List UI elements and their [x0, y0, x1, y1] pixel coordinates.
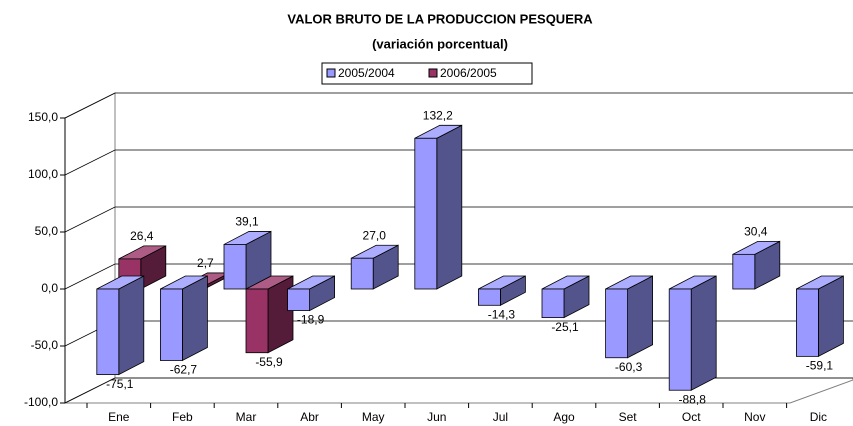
data-label: 2,7 [197, 256, 214, 270]
y-tick-label: -100,0 [24, 395, 58, 409]
x-tick-label: Oct [682, 410, 701, 424]
x-tick-label: Jun [427, 410, 446, 424]
data-label: -62,7 [170, 363, 198, 377]
bar [668, 288, 692, 391]
y-tick-label: -50,0 [31, 338, 59, 352]
data-label: -14,3 [488, 307, 516, 321]
y-tick-label: 0,0 [41, 281, 58, 295]
data-label: 30,4 [744, 225, 768, 239]
data-label: -60,3 [615, 360, 643, 374]
bar [732, 253, 756, 290]
legend-label: 2006/2005 [440, 66, 497, 80]
y-tick-label: 150,0 [28, 110, 58, 124]
data-label: 27,0 [363, 228, 387, 242]
grid-line [64, 149, 853, 176]
x-tick-label: Ene [108, 410, 130, 424]
grid-line [64, 263, 853, 290]
bar [477, 288, 501, 306]
bar-side [181, 275, 208, 362]
bar [96, 288, 120, 376]
chart-subtitle: (variación porcentual) [372, 36, 508, 51]
bar [414, 137, 438, 290]
bar-side [436, 124, 463, 290]
bar [796, 288, 819, 357]
floor [64, 377, 853, 404]
x-tick-label: Dic [810, 410, 827, 424]
data-label: -59,1 [806, 359, 834, 373]
bar-side [690, 275, 717, 391]
data-label: 26,4 [130, 229, 154, 243]
data-label: -25,1 [551, 320, 579, 334]
x-tick-label: May [362, 410, 385, 424]
y-tick-label: 100,0 [28, 167, 58, 181]
bar-side [118, 275, 145, 376]
bar [245, 288, 269, 354]
bar [541, 288, 565, 319]
legend-swatch [326, 68, 336, 78]
bar-side [818, 275, 844, 358]
bar [159, 288, 183, 361]
bar-side [267, 275, 294, 354]
x-tick-label: Jul [493, 410, 508, 424]
grid-line [64, 377, 853, 404]
y-tick-label: 50,0 [35, 224, 59, 238]
bar [605, 288, 628, 359]
grid-line [64, 92, 853, 119]
bar [287, 288, 311, 311]
legend-label: 2005/2004 [338, 66, 395, 80]
x-tick-label: Mar [236, 410, 257, 424]
x-tick-label: Set [619, 410, 638, 424]
legend-swatch [428, 68, 438, 78]
data-label: -55,9 [255, 355, 283, 369]
bar [223, 244, 247, 290]
data-label: -75,1 [106, 377, 134, 391]
data-label: 132,2 [423, 108, 453, 122]
grid-line [64, 206, 853, 233]
x-tick-label: Nov [744, 410, 765, 424]
bar [350, 257, 374, 290]
bar-side [627, 275, 653, 359]
data-label: 39,1 [235, 215, 259, 229]
x-tick-label: Abr [300, 410, 319, 424]
x-tick-label: Ago [553, 410, 575, 424]
data-label: -88,8 [679, 392, 707, 406]
data-label: -18,9 [297, 313, 325, 327]
x-tick-label: Feb [172, 410, 193, 424]
legend-box [321, 62, 533, 85]
chart-title: VALOR BRUTO DE LA PRODUCCION PESQUERA [287, 11, 593, 26]
